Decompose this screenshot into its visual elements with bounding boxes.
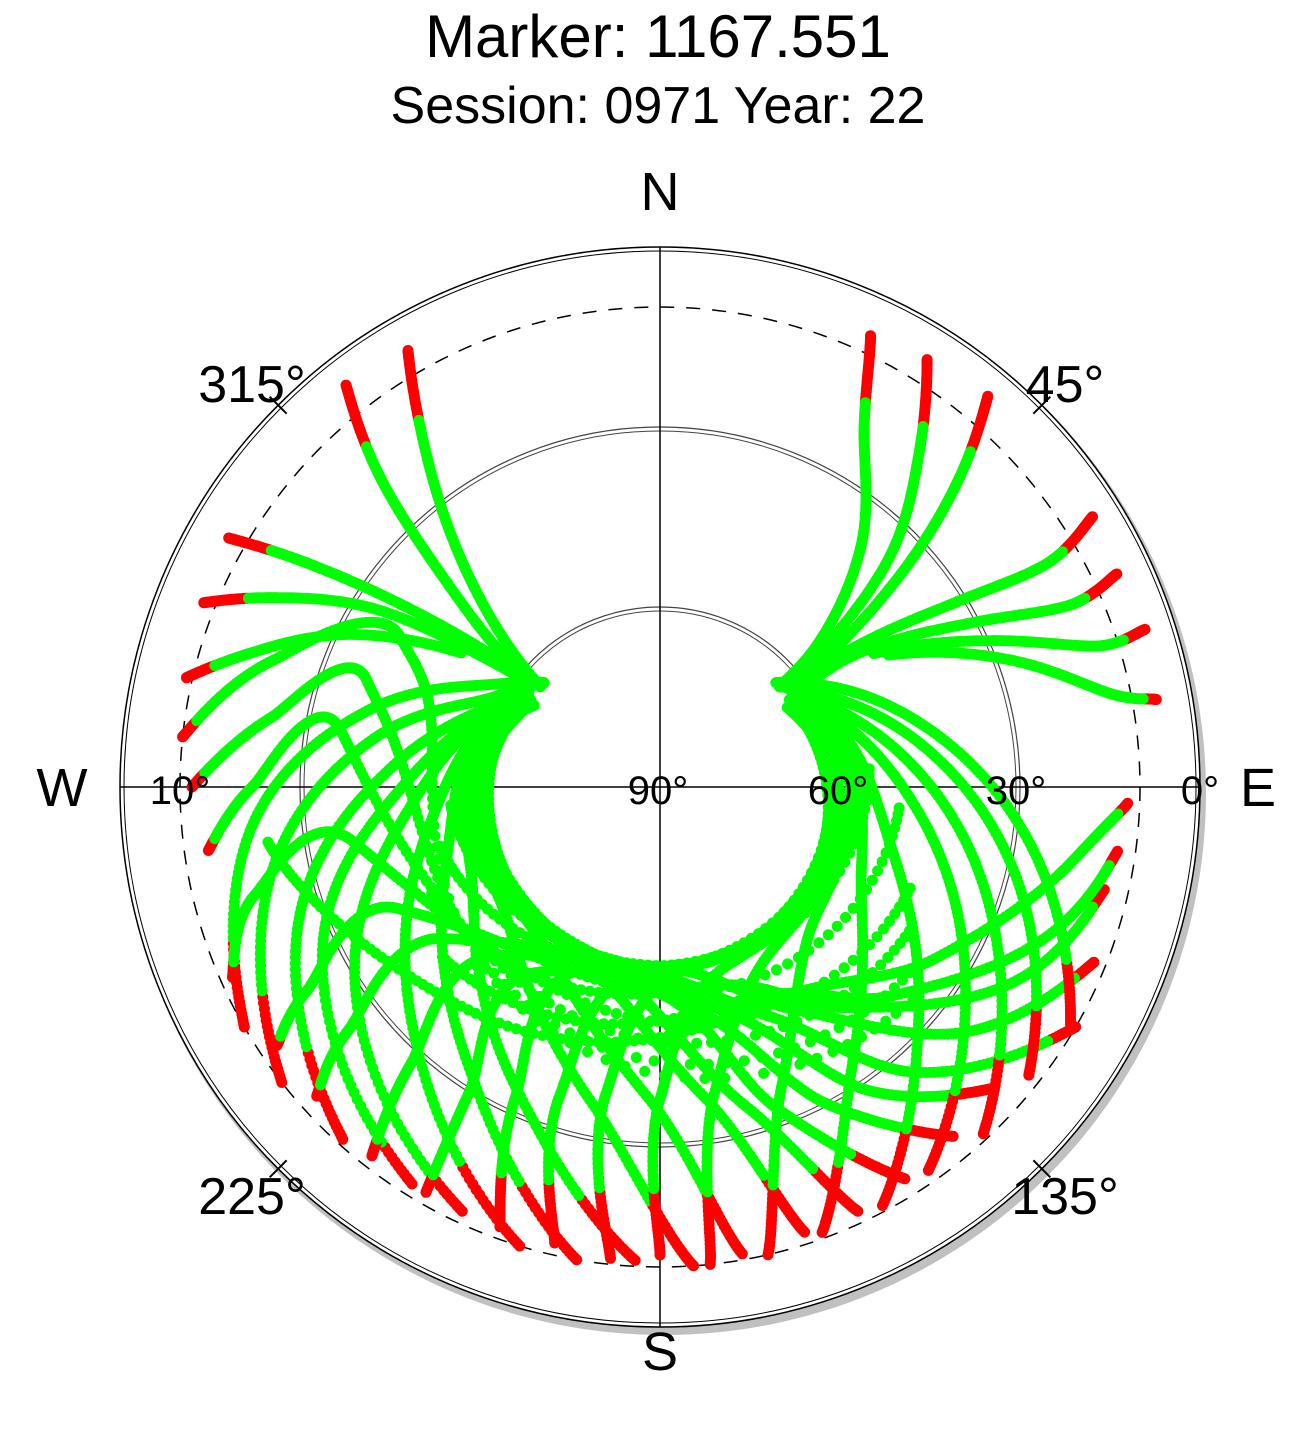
chart-subtitle: Session: 0971 Year: 22 <box>390 77 926 135</box>
track-point-13-160 <box>480 734 492 746</box>
track-point-11-160 <box>503 707 515 719</box>
azimuth-tick-45 <box>1032 395 1052 415</box>
satellite-tracks <box>177 330 1162 1272</box>
chart-title: Marker: 1167.551 <box>425 3 891 70</box>
azimuth-tick-135 <box>1032 1159 1052 1179</box>
track-point-12-160 <box>498 718 510 730</box>
track-point-19-200 <box>262 836 274 848</box>
azimuth-tick-315 <box>268 395 288 415</box>
track-point-15-160 <box>445 799 457 811</box>
azimuth-tick-225 <box>268 1159 288 1179</box>
track-point-14-160 <box>463 764 475 776</box>
track-point-18-160 <box>437 951 448 963</box>
